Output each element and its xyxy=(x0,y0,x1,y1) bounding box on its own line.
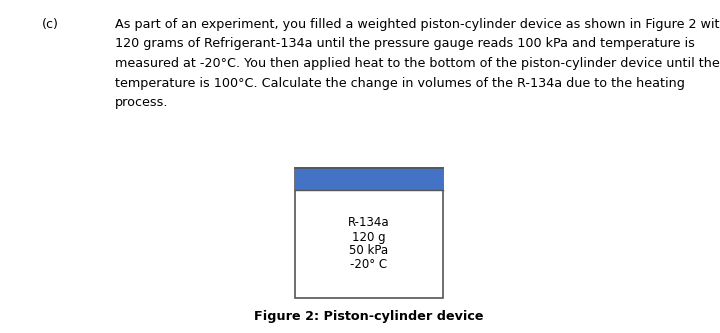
Text: As part of an experiment, you filled a weighted piston-cylinder device as shown : As part of an experiment, you filled a w… xyxy=(115,18,720,31)
Text: measured at -20°C. You then applied heat to the bottom of the piston-cylinder de: measured at -20°C. You then applied heat… xyxy=(115,57,720,70)
Bar xyxy=(295,168,443,298)
Text: process.: process. xyxy=(115,96,168,109)
Text: 120 grams of Refrigerant-134a until the pressure gauge reads 100 kPa and tempera: 120 grams of Refrigerant-134a until the … xyxy=(115,38,695,51)
Text: 50 kPa: 50 kPa xyxy=(349,244,389,257)
Text: temperature is 100°C. Calculate the change in volumes of the R-134a due to the h: temperature is 100°C. Calculate the chan… xyxy=(115,77,685,90)
Text: (c): (c) xyxy=(42,18,59,31)
Bar xyxy=(295,168,443,190)
Text: 120 g: 120 g xyxy=(352,230,386,243)
Text: R-134a: R-134a xyxy=(348,216,390,229)
Text: Figure 2: Piston-cylinder device: Figure 2: Piston-cylinder device xyxy=(254,310,484,323)
Text: -20° C: -20° C xyxy=(351,258,387,271)
